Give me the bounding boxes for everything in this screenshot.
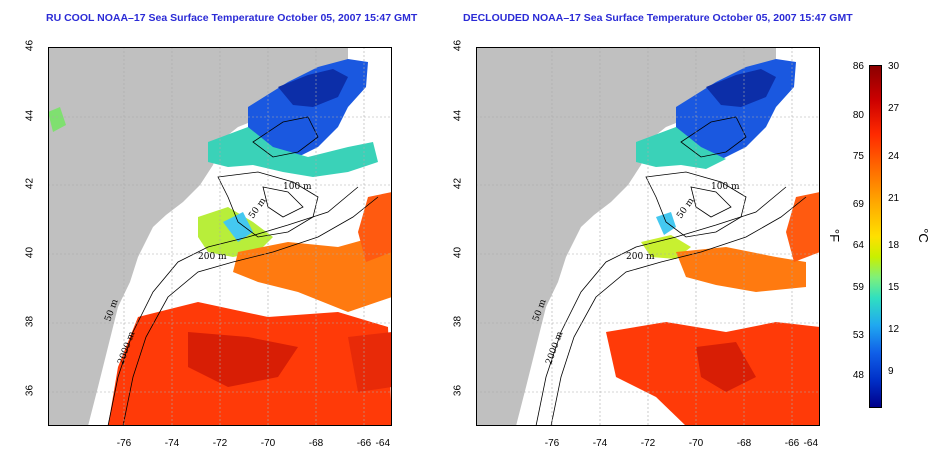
right-y-tick-38: 38 bbox=[452, 315, 464, 328]
sst-warm-region bbox=[676, 247, 806, 292]
contour-label-50m: 50 m bbox=[675, 196, 697, 221]
contour-label-2000m: 2000 m bbox=[544, 330, 565, 366]
right-map-title: DECLOUDED NOAA–17 Sea Surface Temperatur… bbox=[463, 12, 853, 24]
contour-label-200m: 200 m bbox=[198, 252, 227, 262]
contour-label-100m: 100 m bbox=[283, 182, 312, 192]
left-map-title: RU COOL NOAA–17 Sea Surface Temperature … bbox=[46, 12, 418, 24]
left-y-tick-40: 40 bbox=[24, 246, 36, 259]
right-x-tick-66: -66 bbox=[784, 438, 800, 449]
left-x-tick-74: -74 bbox=[164, 438, 180, 449]
left-x-tick-66: -66 bbox=[356, 438, 372, 449]
left-x-tick-68: -68 bbox=[308, 438, 324, 449]
sst-shelf-region bbox=[636, 127, 726, 169]
land-mass bbox=[48, 47, 348, 426]
left-x-tick-64: -64 bbox=[375, 438, 390, 449]
left-y-tick-38: 38 bbox=[24, 315, 36, 328]
right-x-tick-72: -72 bbox=[640, 438, 656, 449]
land-mass bbox=[476, 47, 776, 426]
right-y-tick-42: 42 bbox=[452, 177, 464, 190]
colorbar-c-tick-21: 21 bbox=[888, 193, 900, 204]
right-x-tick-68: -68 bbox=[736, 438, 752, 449]
contour-label-100m: 100 m bbox=[711, 182, 740, 192]
left-x-tick-76: -76 bbox=[116, 438, 132, 449]
right-x-tick-74: -74 bbox=[592, 438, 608, 449]
right-x-tick-70: -70 bbox=[688, 438, 704, 449]
left-map-panel: 200 m 100 m 50 m 50 m 2000 m bbox=[48, 47, 392, 426]
left-x-tick-70: -70 bbox=[260, 438, 276, 449]
left-y-tick-46: 46 bbox=[24, 39, 36, 52]
colorbar-c-tick-15: 15 bbox=[888, 282, 900, 293]
colorbar-f-tick-69: 69 bbox=[852, 199, 864, 210]
contour-label-200m: 200 m bbox=[626, 252, 655, 262]
contour-label-50m: 50 m bbox=[247, 196, 269, 221]
temperature-colorbar bbox=[869, 65, 882, 408]
colorbar-c-tick-18: 18 bbox=[888, 240, 900, 251]
right-map-panel: 200 m 100 m 50 m 50 m 2000 m bbox=[476, 47, 820, 426]
right-x-tick-76: -76 bbox=[544, 438, 560, 449]
right-y-tick-40: 40 bbox=[452, 246, 464, 259]
colorbar-f-tick-80: 80 bbox=[852, 110, 864, 121]
left-x-tick-72: -72 bbox=[212, 438, 228, 449]
left-y-tick-44: 44 bbox=[24, 109, 36, 122]
colorbar-unit-celsius: °C bbox=[915, 228, 931, 243]
colorbar-c-tick-30: 30 bbox=[888, 61, 900, 72]
sst-shelf-region bbox=[208, 127, 378, 177]
right-y-tick-44: 44 bbox=[452, 109, 464, 122]
colorbar-f-tick-59: 59 bbox=[852, 282, 864, 293]
colorbar-f-tick-64: 64 bbox=[852, 240, 864, 251]
left-y-tick-42: 42 bbox=[24, 177, 36, 190]
colorbar-c-tick-24: 24 bbox=[888, 151, 900, 162]
colorbar-c-tick-9: 9 bbox=[888, 366, 894, 377]
left-y-tick-36: 36 bbox=[24, 384, 36, 397]
right-x-tick-64: -64 bbox=[803, 438, 818, 449]
colorbar-f-tick-48: 48 bbox=[852, 370, 864, 381]
right-y-tick-36: 36 bbox=[452, 384, 464, 397]
colorbar-f-tick-53: 53 bbox=[852, 330, 864, 341]
right-y-tick-46: 46 bbox=[452, 39, 464, 52]
colorbar-c-tick-12: 12 bbox=[888, 324, 900, 335]
colorbar-f-tick-86: 86 bbox=[852, 61, 864, 72]
colorbar-c-tick-27: 27 bbox=[888, 103, 900, 114]
colorbar-f-tick-75: 75 bbox=[852, 151, 864, 162]
colorbar-unit-fahrenheit: °F bbox=[827, 228, 843, 243]
